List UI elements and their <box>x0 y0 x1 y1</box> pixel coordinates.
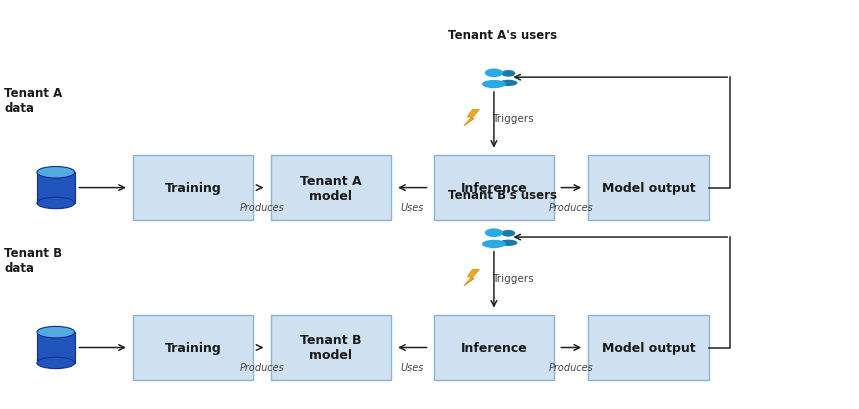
Circle shape <box>484 229 503 238</box>
FancyBboxPatch shape <box>271 155 391 221</box>
Ellipse shape <box>482 81 506 89</box>
Text: Produces: Produces <box>240 202 284 212</box>
Bar <box>37 173 75 203</box>
Ellipse shape <box>482 240 506 248</box>
Text: Inference: Inference <box>460 341 527 354</box>
Text: Tenant B
data: Tenant B data <box>4 246 63 274</box>
Text: Tenant A
data: Tenant A data <box>4 87 63 115</box>
Text: Inference: Inference <box>460 182 527 195</box>
Text: Tenant B's users: Tenant B's users <box>448 188 557 201</box>
Text: Model output: Model output <box>602 182 695 195</box>
FancyBboxPatch shape <box>434 155 554 221</box>
Text: Tenant A
model: Tenant A model <box>300 174 362 202</box>
Text: Model output: Model output <box>602 341 695 354</box>
Text: Produces: Produces <box>549 202 594 212</box>
Text: Produces: Produces <box>240 362 284 372</box>
Text: Triggers: Triggers <box>492 114 533 124</box>
Text: Training: Training <box>165 182 222 195</box>
Ellipse shape <box>499 81 517 87</box>
Ellipse shape <box>37 357 75 369</box>
Ellipse shape <box>37 198 75 209</box>
Text: Triggers: Triggers <box>492 273 533 283</box>
Text: Tenant B
model: Tenant B model <box>300 334 362 362</box>
FancyBboxPatch shape <box>133 315 253 380</box>
Text: Produces: Produces <box>549 362 594 372</box>
Text: Training: Training <box>165 341 222 354</box>
Text: Tenant A's users: Tenant A's users <box>448 29 557 42</box>
FancyBboxPatch shape <box>588 155 709 221</box>
Ellipse shape <box>37 167 75 178</box>
FancyBboxPatch shape <box>271 315 391 380</box>
Bar <box>37 332 75 363</box>
Polygon shape <box>464 110 479 127</box>
Circle shape <box>484 69 503 78</box>
Ellipse shape <box>37 326 75 338</box>
Polygon shape <box>464 270 479 286</box>
FancyBboxPatch shape <box>434 315 554 380</box>
Circle shape <box>502 230 515 237</box>
Ellipse shape <box>499 240 517 246</box>
Circle shape <box>502 71 515 78</box>
Text: Uses: Uses <box>400 202 424 212</box>
FancyBboxPatch shape <box>133 155 253 221</box>
FancyBboxPatch shape <box>588 315 709 380</box>
Text: Uses: Uses <box>400 362 424 372</box>
